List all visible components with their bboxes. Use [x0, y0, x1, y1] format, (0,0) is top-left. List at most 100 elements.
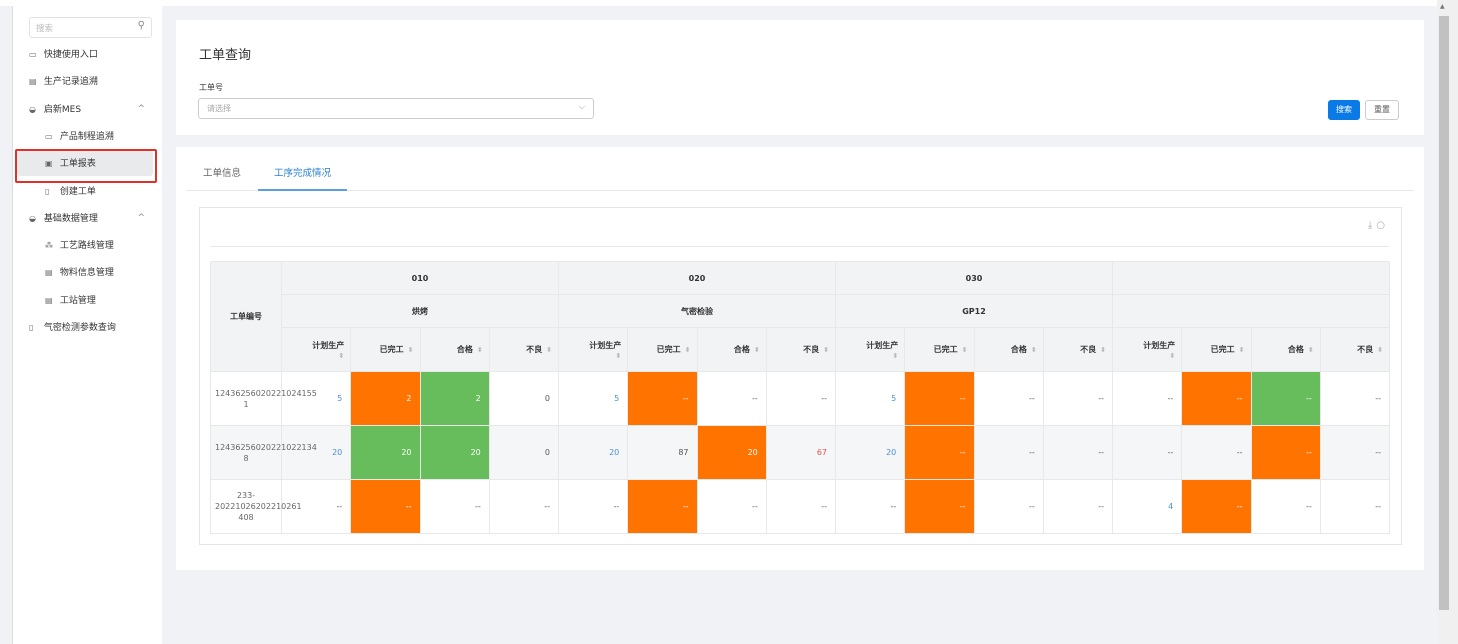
- sort-icon[interactable]: ⬍: [546, 346, 552, 354]
- sort-icon[interactable]: ⬍: [476, 346, 483, 354]
- header-column[interactable]: 合格 ⬍: [1250, 327, 1321, 372]
- work-order-label: 工单号: [199, 83, 223, 92]
- table-cell: --: [1319, 425, 1391, 480]
- header-column[interactable]: 不良 ⬍: [1319, 327, 1391, 372]
- table-cell: --: [1111, 371, 1183, 426]
- sidebar-item-label: 生产记录追溯: [43, 77, 98, 88]
- sort-icon[interactable]: ⬍: [1030, 346, 1037, 354]
- header-column[interactable]: 合格 ⬍: [973, 327, 1044, 372]
- tab-process-completion[interactable]: 工序完成情况: [274, 168, 332, 179]
- table-cell: 67: [765, 425, 837, 480]
- calendar-icon: ▭: [45, 131, 53, 141]
- header-column[interactable]: 已完工 ⬍: [1181, 327, 1252, 372]
- header-column[interactable]: 合格 ⬍: [696, 327, 767, 372]
- scroll-up-icon[interactable]: ▲: [1440, 3, 1445, 10]
- search-icon: ⚲: [137, 20, 145, 31]
- sidebar-search-input[interactable]: 搜索 ⚲: [29, 17, 152, 38]
- table-cell: 5: [557, 371, 629, 426]
- sidebar-item-label: 创建工单: [59, 186, 96, 197]
- table-cell: 87: [627, 425, 698, 480]
- sidebar-item[interactable]: ▯ 气密检测参数查询: [15, 315, 155, 340]
- sidebar-item[interactable]: ◒ 启新MES ^: [15, 97, 155, 122]
- header-column[interactable]: 计划生产 ⬍: [280, 327, 352, 372]
- header-column[interactable]: 计划生产 ⬍: [834, 327, 906, 372]
- header-column[interactable]: 已完工 ⬍: [904, 327, 975, 372]
- table-cell: --: [973, 425, 1044, 480]
- sort-icon[interactable]: ⬍: [1307, 346, 1314, 354]
- header-work-order-id: 工单编号: [210, 261, 282, 372]
- tab-work-order-info[interactable]: 工单信息: [203, 168, 242, 179]
- header-column[interactable]: 不良 ⬍: [488, 327, 560, 372]
- sidebar-item[interactable]: ⁂ 工艺路线管理: [15, 233, 155, 258]
- table-cell: 0: [488, 371, 560, 426]
- table-cell: --: [1319, 371, 1391, 426]
- table-cell: --: [488, 479, 560, 534]
- sidebar-item[interactable]: ▣ 工单报表: [17, 151, 153, 177]
- table-cell: 0: [488, 425, 560, 480]
- sidebar-item[interactable]: ▤ 工站管理: [15, 288, 155, 313]
- tab-divider: [186, 190, 1414, 191]
- search-button[interactable]: 搜索: [1328, 100, 1360, 120]
- sort-icon[interactable]: ⬍: [684, 346, 691, 354]
- chevron-up-icon[interactable]: ^: [137, 103, 145, 114]
- table-cell: --: [280, 479, 352, 534]
- chevron-up-icon[interactable]: ^: [137, 212, 145, 223]
- folder-icon: ◒: [29, 104, 36, 114]
- sidebar-item[interactable]: ▯ 创建工单: [15, 179, 155, 204]
- work-order-select[interactable]: 请选择 ⌵: [198, 98, 594, 119]
- sort-icon[interactable]: ⬍: [823, 346, 829, 354]
- sidebar-item[interactable]: ▭ 产品制程追溯: [15, 124, 155, 149]
- scrollbar-thumb[interactable]: [1439, 16, 1449, 610]
- header-column[interactable]: 计划生产 ⬍: [1111, 327, 1183, 372]
- table-cell: --: [1042, 479, 1114, 534]
- page-title: 工单查询: [199, 48, 252, 63]
- sort-icon[interactable]: ⬍: [407, 346, 414, 354]
- sort-icon[interactable]: ⬍: [615, 351, 622, 360]
- download-icon[interactable]: ⤓: [1367, 220, 1377, 231]
- sidebar-item[interactable]: ▤ 生产记录追溯: [15, 69, 155, 94]
- sidebar-item[interactable]: ▭ 快捷使用入口: [15, 42, 155, 67]
- result-card: 工单信息 工序完成情况 ⤓○ 工单编号 010 020 030 烘烤 气密检验 GP12 计划…: [176, 147, 1424, 570]
- table-cell: --: [1042, 371, 1114, 426]
- header-column[interactable]: 不良 ⬍: [765, 327, 837, 372]
- reset-button[interactable]: 重置: [1365, 100, 1399, 120]
- sort-icon[interactable]: ⬍: [1377, 346, 1383, 354]
- header-process-code: 030: [835, 261, 1113, 295]
- table-panel: ⤓○ 工单编号 010 020 030 烘烤 气密检验 GP12 计划生产 ⬍ 已完工 ⬍ 合格 ⬍ 不良…: [199, 207, 1402, 545]
- table-cell: --: [1250, 425, 1321, 480]
- header-process-name: 气密检验: [558, 294, 836, 328]
- active-tab-indicator: [258, 189, 347, 191]
- sort-icon[interactable]: ⬍: [338, 351, 345, 360]
- sort-icon[interactable]: ⬍: [892, 351, 899, 360]
- header-column[interactable]: 计划生产 ⬍: [557, 327, 629, 372]
- header-column[interactable]: 不良 ⬍: [1042, 327, 1114, 372]
- table-cell: --: [1111, 425, 1183, 480]
- sort-icon[interactable]: ⬍: [1100, 346, 1106, 354]
- table-cell: 2: [350, 371, 421, 426]
- table-cell: --: [1181, 425, 1252, 480]
- table-cell: 5: [280, 371, 352, 426]
- sort-icon[interactable]: ⬍: [1169, 351, 1176, 360]
- sidebar-item[interactable]: ▤ 物料信息管理: [15, 260, 155, 285]
- sort-icon[interactable]: ⬍: [1238, 346, 1245, 354]
- header-process-name: GP12: [835, 294, 1113, 328]
- sort-icon[interactable]: ⬍: [961, 346, 968, 354]
- sort-icon[interactable]: ⬍: [753, 346, 760, 354]
- header-process-code: 020: [558, 261, 836, 295]
- table-cell: --: [1181, 371, 1252, 426]
- sidebar-item-label: 产品制程追溯: [59, 131, 114, 142]
- refresh-icon[interactable]: ○: [1376, 220, 1389, 231]
- work-order-id-cell: 12436256020221024155 1: [210, 371, 317, 426]
- sidebar-item-label: 启新MES: [43, 104, 82, 115]
- header-column[interactable]: 已完工 ⬍: [350, 327, 421, 372]
- highlight-box: [15, 149, 157, 183]
- table-cell: 20: [419, 425, 490, 480]
- search-placeholder: 搜索: [36, 24, 54, 34]
- header-column[interactable]: 已完工 ⬍: [627, 327, 698, 372]
- toolbar-divider: [210, 246, 1389, 247]
- table-cell: --: [765, 371, 837, 426]
- sidebar-item[interactable]: ◒ 基础数据管理 ^: [15, 206, 155, 231]
- table-cell: --: [765, 479, 837, 534]
- header-column[interactable]: 合格 ⬍: [419, 327, 490, 372]
- sidebar-item-label: 气密检测参数查询: [43, 323, 116, 333]
